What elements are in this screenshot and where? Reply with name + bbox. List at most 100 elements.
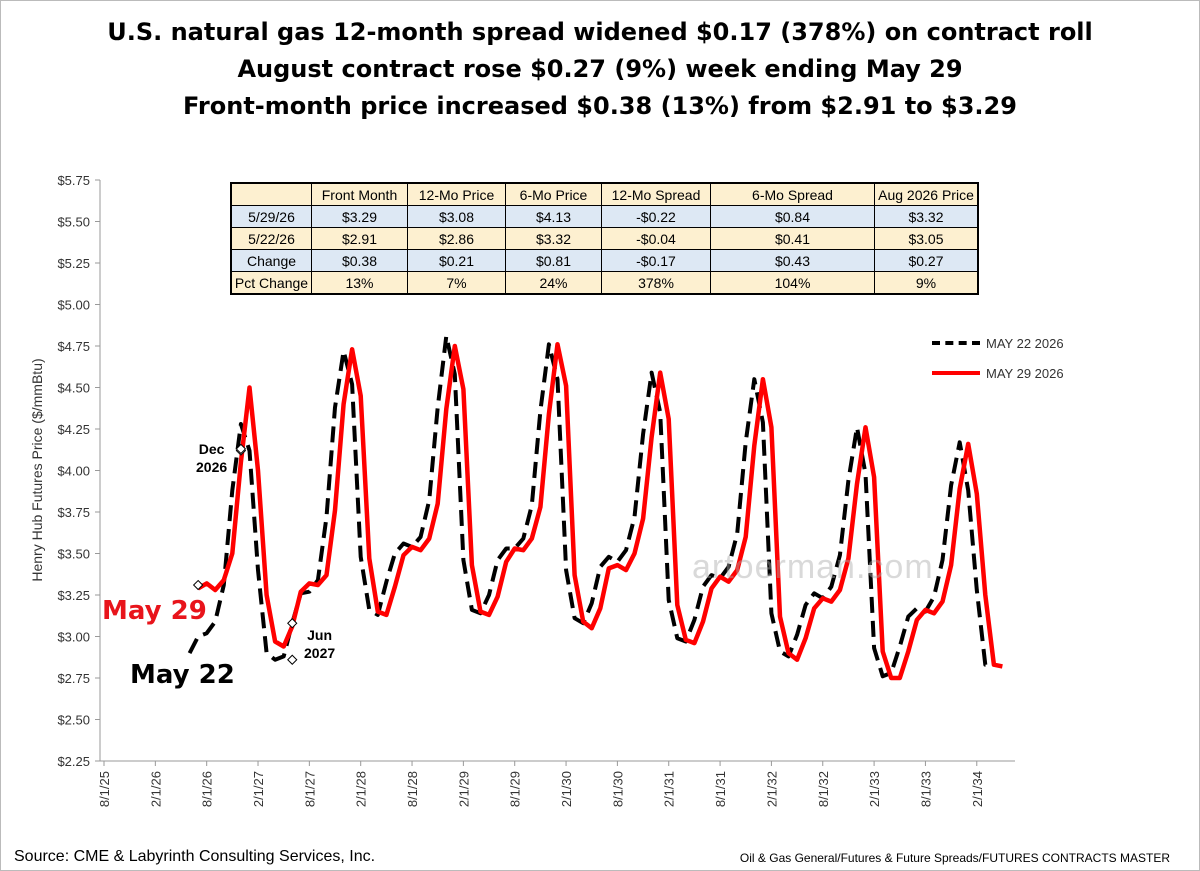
table-cell: $2.86	[407, 227, 506, 250]
table-cell: 5/22/26	[230, 227, 312, 250]
table-cell: $2.91	[311, 227, 408, 250]
table-cell: $0.21	[407, 249, 506, 272]
series-label-may22: May 22	[130, 660, 235, 690]
y-tick-label: $5.00	[57, 298, 90, 313]
chart-title: U.S. natural gas 12-month spread widened…	[0, 14, 1200, 125]
y-tick-label: $4.00	[57, 464, 90, 479]
y-tick-label: $4.50	[57, 381, 90, 396]
x-tick-label: 8/1/29	[508, 771, 523, 807]
series-markers	[192, 443, 298, 665]
y-tick-label: $5.50	[57, 215, 90, 230]
table-header-cell: 12-Mo Spread	[601, 182, 711, 206]
legend-item-may22: MAY 22 2026	[932, 328, 1064, 358]
table-header-cell: 6-Mo Spread	[710, 182, 875, 206]
y-tick-label: $2.50	[57, 713, 90, 728]
diamond-marker	[287, 618, 298, 629]
table-cell: Pct Change	[230, 271, 312, 295]
table-cell: $0.43	[710, 249, 875, 272]
x-tick-label: 2/1/33	[867, 771, 882, 807]
y-tick-label: $5.75	[57, 173, 90, 188]
x-tick-label: 8/1/31	[713, 771, 728, 807]
x-tick-label: 8/1/30	[610, 771, 625, 807]
title-line-2: August contract rose $0.27 (9%) week end…	[237, 55, 963, 83]
x-tick-label: 2/1/29	[456, 771, 471, 807]
table-cell: $3.32	[874, 205, 979, 228]
y-axis-label: Henry Hub Futures Price ($/mmBtu)	[29, 358, 45, 581]
table-cell: -$0.17	[601, 249, 711, 272]
table-cell: $0.81	[505, 249, 602, 272]
x-tick-label: 2/1/26	[148, 771, 163, 807]
annotation-line: Dec	[198, 441, 225, 457]
y-tick-label: $4.25	[57, 422, 90, 437]
x-tick-label: 8/1/32	[816, 771, 831, 807]
table-row: Pct Change 13% 7% 24% 378% 104% 9%	[230, 271, 979, 295]
annotation-line: 2027	[304, 645, 336, 661]
y-tick-label: $4.75	[57, 339, 90, 354]
table-cell: -$0.04	[601, 227, 711, 250]
table-header-cell: 12-Mo Price	[407, 182, 506, 206]
legend-swatch-solid	[932, 371, 980, 375]
table-row: 5/22/26 $2.91 $2.86 $3.32 -$0.04 $0.41 $…	[230, 227, 979, 250]
table-header-row: Front Month 12-Mo Price 6-Mo Price 12-Mo…	[230, 182, 979, 206]
y-tick-label: $2.75	[57, 671, 90, 686]
y-tick-label: $3.25	[57, 588, 90, 603]
series-lines	[187, 334, 1003, 681]
table-header-cell	[230, 182, 312, 206]
axis-ticks: $2.25 $2.50 $2.75 $3.00 $3.25 $3.50 $3.75 $4.00…	[57, 173, 984, 807]
table-cell: $3.29	[311, 205, 408, 228]
table-cell: $3.32	[505, 227, 602, 250]
y-tick-label: $3.75	[57, 505, 90, 520]
table-cell: Change	[230, 249, 312, 272]
series-line-may22	[187, 334, 994, 679]
table-cell: $3.05	[874, 227, 979, 250]
table-cell: $4.13	[505, 205, 602, 228]
table-header-cell: Front Month	[311, 182, 408, 206]
table-cell: $0.27	[874, 249, 979, 272]
table-header-cell: Aug 2026 Price	[874, 182, 979, 206]
x-tick-label: 8/1/27	[302, 771, 317, 807]
watermark: artoerman.com	[692, 548, 934, 586]
file-path-note: Oil & Gas General/Futures & Future Sprea…	[739, 851, 1170, 865]
diamond-marker	[192, 579, 204, 591]
series-label-may29: May 29	[102, 596, 207, 626]
y-tick-label: $3.00	[57, 630, 90, 645]
legend-label: MAY 29 2026	[986, 365, 1064, 381]
x-tick-label: 2/1/28	[354, 771, 369, 807]
table-cell: 24%	[505, 271, 602, 295]
annotation-line: 2026	[196, 459, 228, 475]
table-cell: 104%	[710, 271, 875, 295]
title-line-1: U.S. natural gas 12-month spread widened…	[107, 18, 1093, 46]
diamond-marker	[287, 654, 298, 665]
source-note: Source: CME & Labyrinth Consulting Servi…	[14, 848, 376, 865]
table-cell: -$0.22	[601, 205, 711, 228]
table-cell: 13%	[311, 271, 408, 295]
series-line-may29	[196, 342, 1003, 681]
title-line-3: Front-month price increased $0.38 (13%) …	[183, 92, 1017, 120]
table-row: 5/29/26 $3.29 $3.08 $4.13 -$0.22 $0.84 $…	[230, 205, 979, 228]
table-header-cell: 6-Mo Price	[505, 182, 602, 206]
x-tick-label: 2/1/31	[662, 771, 677, 807]
table-cell: $0.41	[710, 227, 875, 250]
legend-swatch-dashed	[932, 341, 980, 345]
table-cell: $0.84	[710, 205, 875, 228]
legend-label: MAY 22 2026	[986, 335, 1064, 351]
x-tick-label: 2/1/27	[251, 771, 266, 807]
table-cell: 378%	[601, 271, 711, 295]
table-cell: 9%	[874, 271, 979, 295]
table-cell: $3.08	[407, 205, 506, 228]
table-row: Change $0.38 $0.21 $0.81 -$0.17 $0.43 $0…	[230, 249, 979, 272]
legend: MAY 22 2026 MAY 29 2026	[932, 328, 1064, 388]
diamond-marker	[235, 443, 247, 455]
x-tick-label: 8/1/28	[405, 771, 420, 807]
table-cell: $0.38	[311, 249, 408, 272]
y-tick-label: $5.25	[57, 256, 90, 271]
legend-item-may29: MAY 29 2026	[932, 358, 1064, 388]
x-tick-label: 2/1/34	[970, 771, 985, 807]
x-tick-label: 2/1/32	[764, 771, 779, 807]
x-tick-label: 8/1/26	[200, 771, 215, 807]
annotation-line: Jun	[307, 627, 333, 643]
summary-table: Front Month 12-Mo Price 6-Mo Price 12-Mo…	[230, 182, 979, 295]
y-tick-label: $2.25	[57, 754, 90, 769]
x-tick-label: 2/1/30	[559, 771, 574, 807]
